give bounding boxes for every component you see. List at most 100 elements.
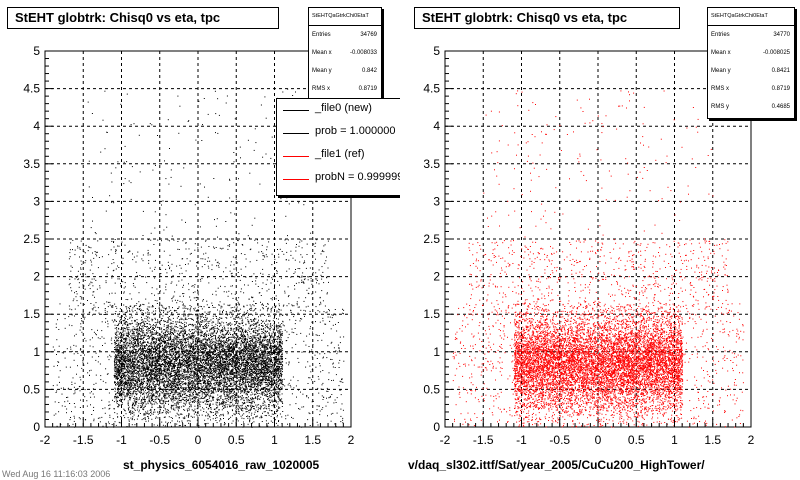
scatter-point xyxy=(57,365,58,367)
scatter-point xyxy=(188,373,190,375)
scatter-point xyxy=(192,329,194,331)
scatter-point xyxy=(208,362,210,364)
scatter-point xyxy=(289,319,291,321)
scatter-point xyxy=(119,385,121,387)
scatter-point xyxy=(156,378,158,379)
scatter-point xyxy=(115,363,117,365)
scatter-point xyxy=(178,387,179,388)
scatter-point xyxy=(226,395,228,397)
scatter-point xyxy=(206,386,208,388)
scatter-point xyxy=(83,285,85,287)
scatter-point xyxy=(206,353,208,355)
scatter-point xyxy=(200,352,202,353)
scatter-point xyxy=(234,381,236,382)
scatter-point xyxy=(192,347,194,349)
scatter-point xyxy=(265,117,267,119)
scatter-point xyxy=(256,322,258,324)
scatter-point xyxy=(139,384,141,386)
scatter-point xyxy=(251,307,253,309)
scatter-point xyxy=(237,388,239,390)
scatter-point xyxy=(118,347,120,348)
scatter-point xyxy=(73,415,75,417)
scatter-point xyxy=(158,396,160,398)
scatter-point xyxy=(187,356,189,358)
scatter-point xyxy=(171,281,173,283)
scatter-point xyxy=(168,416,170,418)
scatter-point xyxy=(250,324,252,326)
scatter-point xyxy=(130,417,132,419)
scatter-point xyxy=(303,406,305,408)
scatter-point xyxy=(144,335,146,337)
scatter-point xyxy=(304,260,305,262)
scatter-point xyxy=(271,299,273,301)
scatter-point xyxy=(230,396,232,398)
scatter-point xyxy=(248,340,250,342)
scatter-point xyxy=(207,413,209,415)
scatter-point xyxy=(190,351,192,352)
scatter-point xyxy=(87,276,89,278)
scatter-point xyxy=(228,353,230,355)
scatter-point xyxy=(270,420,272,422)
scatter-point xyxy=(208,333,210,335)
scatter-point xyxy=(168,310,170,312)
scatter-point xyxy=(133,368,135,370)
scatter-point xyxy=(255,375,257,377)
scatter-point xyxy=(252,382,254,384)
scatter-point xyxy=(161,331,163,333)
scatter-point xyxy=(74,308,76,310)
scatter-point xyxy=(247,381,248,383)
scatter-point xyxy=(190,360,192,362)
scatter-point xyxy=(173,372,175,374)
scatter-point xyxy=(161,264,163,266)
scatter-point xyxy=(216,359,218,361)
scatter-point xyxy=(215,347,216,349)
scatter-point xyxy=(216,407,218,409)
scatter-point xyxy=(246,340,248,342)
scatter-point xyxy=(267,303,269,305)
scatter-point xyxy=(279,332,281,334)
scatter-point xyxy=(153,375,155,377)
scatter-point xyxy=(188,346,190,348)
scatter-point xyxy=(189,406,191,408)
scatter-point xyxy=(260,357,262,359)
scatter-point xyxy=(170,309,172,311)
scatter-point xyxy=(277,355,279,357)
scatter-point xyxy=(190,360,192,362)
scatter-point xyxy=(237,405,239,407)
scatter-point xyxy=(206,361,208,363)
scatter-point xyxy=(215,381,217,383)
left-panel: -2 -1.5 -1 -0.5 0 0.5 1 1.5 2 0 0.5 1 1.5 2 2.5 3 3.5 4 4.… xyxy=(2,7,402,479)
scatter-point xyxy=(206,362,207,364)
scatter-point xyxy=(140,337,142,339)
scatter-point xyxy=(182,369,184,371)
scatter-point xyxy=(239,405,241,407)
scatter-point xyxy=(121,336,123,338)
scatter-point xyxy=(90,259,92,261)
scatter-point xyxy=(250,403,252,405)
scatter-point xyxy=(116,337,118,339)
scatter-point xyxy=(250,363,252,365)
scatter-point xyxy=(201,315,203,317)
scatter-point xyxy=(104,342,106,344)
scatter-point xyxy=(116,328,118,330)
scatter-point xyxy=(153,348,155,350)
scatter-point xyxy=(129,356,130,358)
scatter-point xyxy=(190,337,192,339)
scatter-point xyxy=(182,364,184,366)
scatter-point xyxy=(129,369,130,371)
scatter-point xyxy=(277,424,279,426)
scatter-point xyxy=(143,332,145,334)
scatter-point xyxy=(295,385,297,387)
scatter-point xyxy=(135,352,137,354)
scatter-point xyxy=(185,338,187,340)
scatter-point xyxy=(182,353,184,355)
scatter-point xyxy=(263,362,265,364)
scatter-point xyxy=(178,341,180,343)
scatter-point xyxy=(257,360,259,362)
scatter-point xyxy=(249,358,251,360)
scatter-point xyxy=(82,389,84,390)
scatter-point xyxy=(124,410,126,412)
scatter-point xyxy=(243,373,245,375)
scatter-point xyxy=(126,321,128,323)
scatter-point xyxy=(242,359,244,361)
